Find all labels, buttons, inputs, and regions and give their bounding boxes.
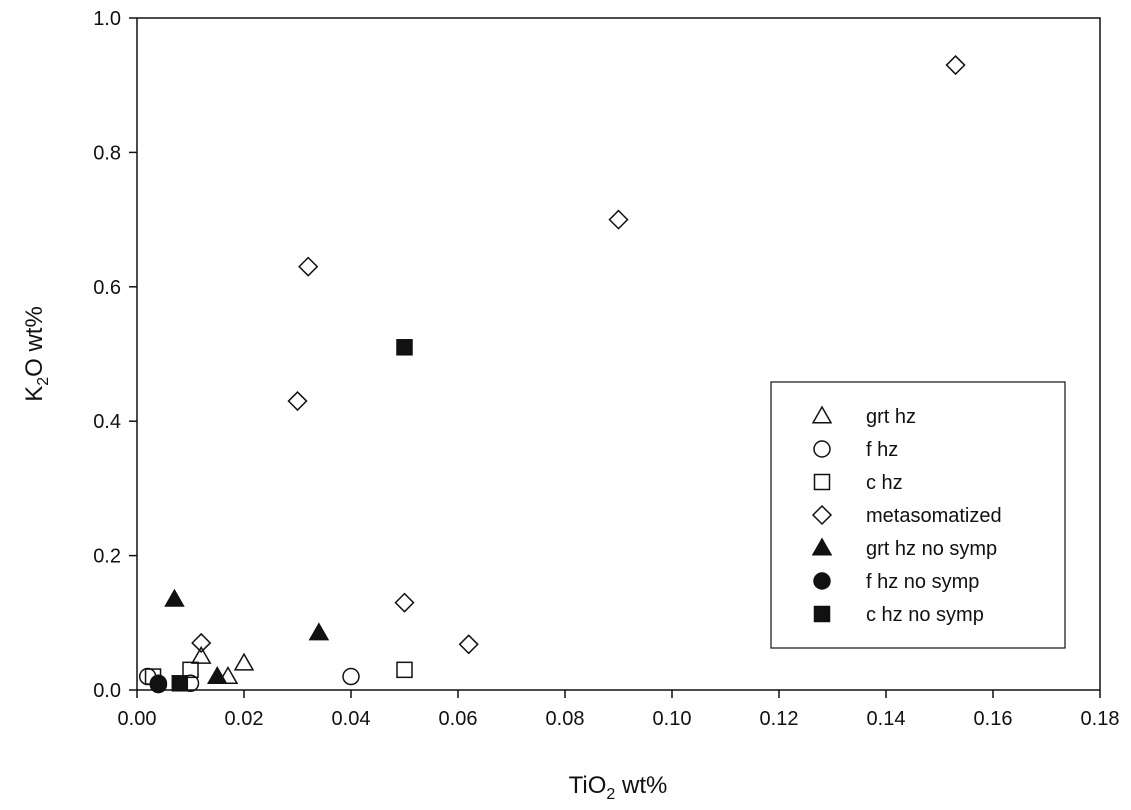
- legend-label: grt hz: [866, 406, 916, 428]
- x-tick-label: 0.18: [1081, 708, 1120, 730]
- data-point: [396, 339, 413, 356]
- legend-label: c hz: [866, 472, 903, 494]
- x-tick-label: 0.00: [118, 708, 157, 730]
- legend-marker: [813, 572, 831, 590]
- legend-label: grt hz no symp: [866, 538, 997, 560]
- data-point: [191, 632, 212, 654]
- y-tick-label: 0.8: [93, 142, 121, 164]
- data-point: [608, 209, 629, 230]
- data-point: [149, 675, 168, 694]
- data-point: [171, 675, 189, 692]
- legend-marker: [811, 405, 833, 424]
- data-point: [298, 256, 319, 277]
- data-point: [217, 666, 239, 685]
- x-tick-label: 0.14: [867, 708, 906, 730]
- y-tick-label: 1.0: [93, 8, 121, 30]
- data-point: [945, 54, 966, 76]
- legend-label: f hz: [866, 439, 898, 461]
- legend-marker: [811, 504, 833, 526]
- plot-area: [136, 17, 1101, 691]
- x-tick-label: 0.04: [332, 708, 371, 730]
- data-point: [308, 622, 330, 641]
- data-point: [396, 661, 413, 679]
- data-point: [164, 588, 185, 607]
- data-point: [206, 666, 228, 685]
- x-axis: 0.00 0.02 0.04 0.06 0.08 0.10 0.12 0.14 0.16 0.18: [118, 690, 1120, 730]
- data-point: [182, 661, 199, 679]
- legend-marker: [813, 605, 831, 623]
- x-tick-label: 0.06: [439, 708, 478, 730]
- y-axis-title: K2O wt%: [21, 306, 52, 402]
- data-point: [233, 652, 255, 671]
- x-tick-label: 0.16: [974, 708, 1013, 730]
- x-tick-label: 0.10: [653, 708, 692, 730]
- legend-label: f hz no symp: [866, 571, 979, 593]
- data-point: [287, 390, 308, 412]
- y-tick-label: 0.0: [93, 680, 121, 702]
- x-tick-label: 0.08: [546, 708, 585, 730]
- legend-label: metasomatized: [866, 505, 1002, 527]
- x-axis-title: TiO2 wt%: [569, 772, 668, 803]
- data-point: [190, 645, 212, 664]
- y-axis: 0.0 0.2 0.4 0.6 0.8 1.0: [93, 8, 137, 702]
- y-tick-label: 0.2: [93, 546, 121, 568]
- x-tick-label: 0.02: [225, 708, 264, 730]
- legend-marker: [811, 537, 833, 556]
- data-point: [394, 592, 415, 613]
- legend-marker: [813, 473, 831, 491]
- y-tick-label: 0.6: [93, 277, 121, 299]
- y-tick-label: 0.4: [93, 411, 121, 433]
- data-point: [458, 634, 479, 655]
- legend-label: c hz no symp: [866, 604, 984, 626]
- data-points: [138, 54, 966, 694]
- legend-box: [770, 381, 1066, 649]
- legend-marker: [813, 440, 831, 458]
- legend: grt hz f hz c hz metasomatized grt hz no sym…: [770, 381, 1066, 649]
- x-tick-label: 0.12: [760, 708, 799, 730]
- data-point: [342, 667, 360, 686]
